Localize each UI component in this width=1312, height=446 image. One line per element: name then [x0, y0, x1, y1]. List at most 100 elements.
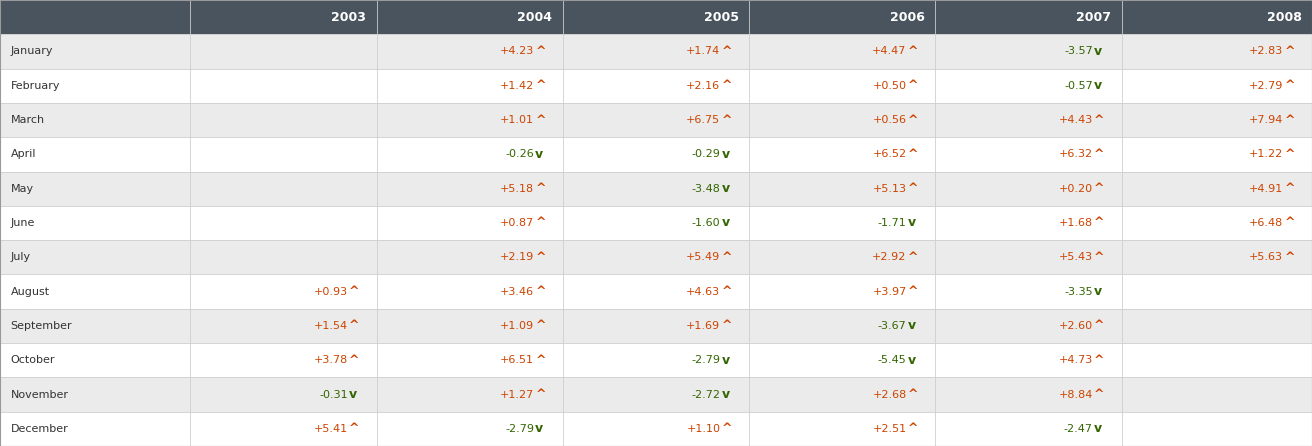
- Text: +3.46: +3.46: [500, 287, 534, 297]
- Text: ^: ^: [535, 182, 546, 195]
- Text: ^: ^: [908, 45, 918, 58]
- Text: +2.83: +2.83: [1249, 46, 1283, 57]
- Text: ^: ^: [1094, 216, 1105, 230]
- Text: ^: ^: [1284, 45, 1295, 58]
- Bar: [749, 377, 935, 412]
- Bar: [190, 343, 377, 377]
- Text: 2004: 2004: [517, 11, 552, 24]
- Bar: [935, 34, 1122, 69]
- Text: +0.93: +0.93: [314, 287, 348, 297]
- Text: v: v: [1094, 79, 1102, 92]
- Bar: [935, 69, 1122, 103]
- Bar: [0, 34, 190, 69]
- Bar: [190, 69, 377, 103]
- Text: ^: ^: [908, 422, 918, 435]
- Text: ^: ^: [908, 182, 918, 195]
- Text: +1.42: +1.42: [500, 81, 534, 91]
- Bar: [190, 412, 377, 446]
- Bar: [190, 137, 377, 172]
- Text: v: v: [722, 216, 729, 230]
- Text: +2.68: +2.68: [872, 389, 907, 400]
- Text: June: June: [10, 218, 35, 228]
- Text: ^: ^: [535, 251, 546, 264]
- Text: +5.43: +5.43: [1059, 252, 1093, 262]
- Bar: [749, 206, 935, 240]
- Text: ^: ^: [1094, 388, 1105, 401]
- Bar: [749, 343, 935, 377]
- Text: +1.10: +1.10: [686, 424, 720, 434]
- Text: 2008: 2008: [1266, 11, 1302, 24]
- Text: +1.09: +1.09: [500, 321, 534, 331]
- Text: +4.73: +4.73: [1059, 355, 1093, 365]
- Text: September: September: [10, 321, 72, 331]
- Text: -3.57: -3.57: [1064, 46, 1093, 57]
- Text: +3.78: +3.78: [314, 355, 348, 365]
- Text: March: March: [10, 115, 45, 125]
- Text: ^: ^: [1284, 114, 1295, 127]
- Text: v: v: [1094, 45, 1102, 58]
- Text: -2.79: -2.79: [691, 355, 720, 365]
- Text: 2007: 2007: [1076, 11, 1111, 24]
- Text: 2006: 2006: [890, 11, 925, 24]
- Bar: [377, 274, 563, 309]
- Text: ^: ^: [1284, 251, 1295, 264]
- Bar: [377, 309, 563, 343]
- Text: +1.69: +1.69: [686, 321, 720, 331]
- Text: ^: ^: [908, 285, 918, 298]
- Bar: [1122, 377, 1312, 412]
- Bar: [190, 172, 377, 206]
- Bar: [1122, 412, 1312, 446]
- Bar: [935, 274, 1122, 309]
- Bar: [749, 412, 935, 446]
- Bar: [749, 172, 935, 206]
- Bar: [1122, 343, 1312, 377]
- Bar: [0, 0, 190, 34]
- Text: v: v: [535, 148, 543, 161]
- Text: ^: ^: [349, 354, 359, 367]
- Text: ^: ^: [908, 388, 918, 401]
- Bar: [190, 34, 377, 69]
- Text: +2.19: +2.19: [500, 252, 534, 262]
- Bar: [563, 412, 749, 446]
- Bar: [377, 137, 563, 172]
- Text: v: v: [722, 148, 729, 161]
- Text: +1.22: +1.22: [1249, 149, 1283, 159]
- Text: ^: ^: [349, 285, 359, 298]
- Text: -1.60: -1.60: [691, 218, 720, 228]
- Text: ^: ^: [1094, 354, 1105, 367]
- Text: +8.84: +8.84: [1059, 389, 1093, 400]
- Text: -3.67: -3.67: [878, 321, 907, 331]
- Text: -2.72: -2.72: [691, 389, 720, 400]
- Text: -0.29: -0.29: [691, 149, 720, 159]
- Text: ^: ^: [535, 79, 546, 92]
- Text: v: v: [908, 319, 916, 332]
- Text: +1.54: +1.54: [314, 321, 348, 331]
- Bar: [190, 377, 377, 412]
- Bar: [377, 377, 563, 412]
- Bar: [935, 412, 1122, 446]
- Text: +5.63: +5.63: [1249, 252, 1283, 262]
- Text: v: v: [908, 354, 916, 367]
- Bar: [0, 274, 190, 309]
- Text: -2.79: -2.79: [505, 424, 534, 434]
- Text: v: v: [908, 216, 916, 230]
- Text: +4.63: +4.63: [686, 287, 720, 297]
- Text: ^: ^: [1094, 251, 1105, 264]
- Bar: [749, 137, 935, 172]
- Text: -0.31: -0.31: [319, 389, 348, 400]
- Bar: [0, 172, 190, 206]
- Text: ^: ^: [908, 148, 918, 161]
- Text: ^: ^: [535, 388, 546, 401]
- Bar: [563, 69, 749, 103]
- Text: ^: ^: [722, 79, 732, 92]
- Bar: [0, 240, 190, 274]
- Bar: [935, 309, 1122, 343]
- Text: November: November: [10, 389, 68, 400]
- Text: -3.35: -3.35: [1064, 287, 1093, 297]
- Text: -5.45: -5.45: [878, 355, 907, 365]
- Bar: [935, 343, 1122, 377]
- Text: v: v: [722, 182, 729, 195]
- Bar: [749, 240, 935, 274]
- Text: v: v: [349, 388, 357, 401]
- Text: +5.13: +5.13: [872, 184, 907, 194]
